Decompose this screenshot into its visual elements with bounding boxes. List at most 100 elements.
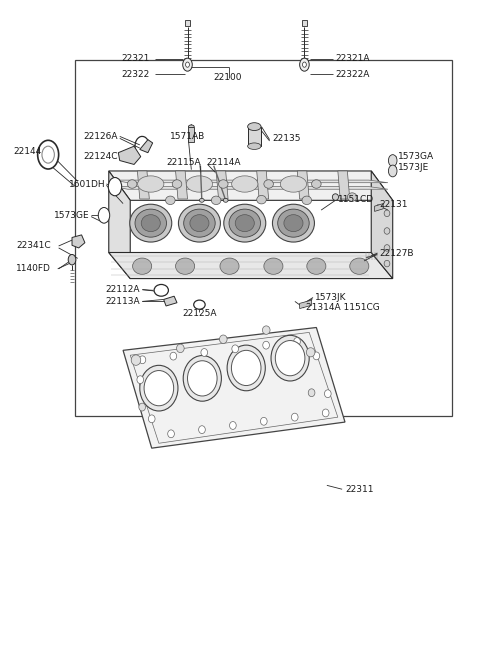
Ellipse shape [211,196,221,204]
Ellipse shape [154,284,168,296]
Polygon shape [300,300,312,309]
Polygon shape [257,171,269,199]
Circle shape [37,140,59,169]
Ellipse shape [312,179,321,188]
Text: 22131: 22131 [379,200,408,210]
Text: 22322: 22322 [121,70,149,79]
Ellipse shape [278,209,309,237]
Ellipse shape [323,409,329,417]
Ellipse shape [194,300,205,309]
Polygon shape [109,171,130,278]
Text: 22124C: 22124C [84,152,118,161]
Text: 1601DH: 1601DH [69,179,106,189]
Ellipse shape [248,143,261,149]
Ellipse shape [294,337,300,345]
Ellipse shape [172,179,182,188]
Text: 22112A: 22112A [105,285,140,294]
Ellipse shape [306,348,315,357]
Circle shape [302,62,306,67]
Polygon shape [248,126,261,146]
Ellipse shape [188,361,217,396]
Ellipse shape [137,376,144,384]
Polygon shape [72,235,85,248]
Ellipse shape [264,179,274,188]
Ellipse shape [308,389,315,397]
Text: 22322A: 22322A [336,70,370,79]
Text: 1571AB: 1571AB [170,132,205,141]
Text: 22341C: 22341C [16,242,51,250]
Polygon shape [137,171,149,199]
Ellipse shape [184,209,215,237]
Ellipse shape [231,350,261,386]
Ellipse shape [224,204,266,242]
Circle shape [388,165,397,177]
Text: 1151CD: 1151CD [338,195,374,204]
Ellipse shape [257,195,266,204]
Polygon shape [297,171,309,199]
Polygon shape [374,204,383,212]
Ellipse shape [332,194,338,200]
Ellipse shape [324,390,331,398]
Ellipse shape [130,204,172,242]
Text: 22127B: 22127B [379,249,414,257]
Text: 22125A: 22125A [182,309,216,318]
Text: 1140FD: 1140FD [16,265,51,273]
Ellipse shape [140,365,178,411]
Ellipse shape [280,176,307,192]
Ellipse shape [219,335,227,343]
Polygon shape [301,20,307,26]
Ellipse shape [183,356,221,402]
Circle shape [183,58,192,71]
Text: 22113A: 22113A [105,297,140,306]
Circle shape [42,146,54,163]
Polygon shape [164,296,177,306]
Polygon shape [109,171,393,200]
Circle shape [68,254,76,265]
Ellipse shape [229,209,261,237]
Ellipse shape [139,403,145,411]
Ellipse shape [141,215,160,232]
Text: 1573JE: 1573JE [398,162,430,172]
Ellipse shape [263,341,269,349]
Ellipse shape [291,413,298,421]
Polygon shape [114,180,388,183]
Ellipse shape [384,228,390,234]
Text: 22114A: 22114A [206,158,241,167]
Polygon shape [338,171,350,199]
Ellipse shape [248,122,261,130]
Polygon shape [371,171,393,278]
Circle shape [300,58,309,71]
Ellipse shape [261,417,267,425]
Ellipse shape [148,415,155,422]
Ellipse shape [166,196,175,204]
Ellipse shape [348,193,357,201]
Polygon shape [216,171,228,199]
Ellipse shape [313,352,320,360]
Ellipse shape [199,198,204,202]
Text: 22321: 22321 [121,54,149,64]
Text: 22100: 22100 [214,73,242,81]
Ellipse shape [235,215,254,232]
Polygon shape [185,20,191,26]
Circle shape [186,62,190,67]
Text: 22321A: 22321A [336,54,370,64]
Ellipse shape [232,176,258,192]
Ellipse shape [263,326,270,334]
Circle shape [98,208,110,223]
Ellipse shape [144,371,174,405]
Ellipse shape [190,215,209,232]
Ellipse shape [220,258,239,274]
Polygon shape [114,187,388,189]
Ellipse shape [127,179,137,188]
Polygon shape [176,171,188,199]
Ellipse shape [179,204,220,242]
Text: 22135: 22135 [273,134,301,143]
Ellipse shape [276,341,305,376]
Text: 1573GA: 1573GA [398,152,434,161]
Ellipse shape [170,352,177,360]
Polygon shape [123,328,345,448]
Ellipse shape [189,125,194,128]
Ellipse shape [232,345,239,353]
Text: 21314A 1151CG: 21314A 1151CG [306,303,380,312]
Ellipse shape [177,344,184,352]
